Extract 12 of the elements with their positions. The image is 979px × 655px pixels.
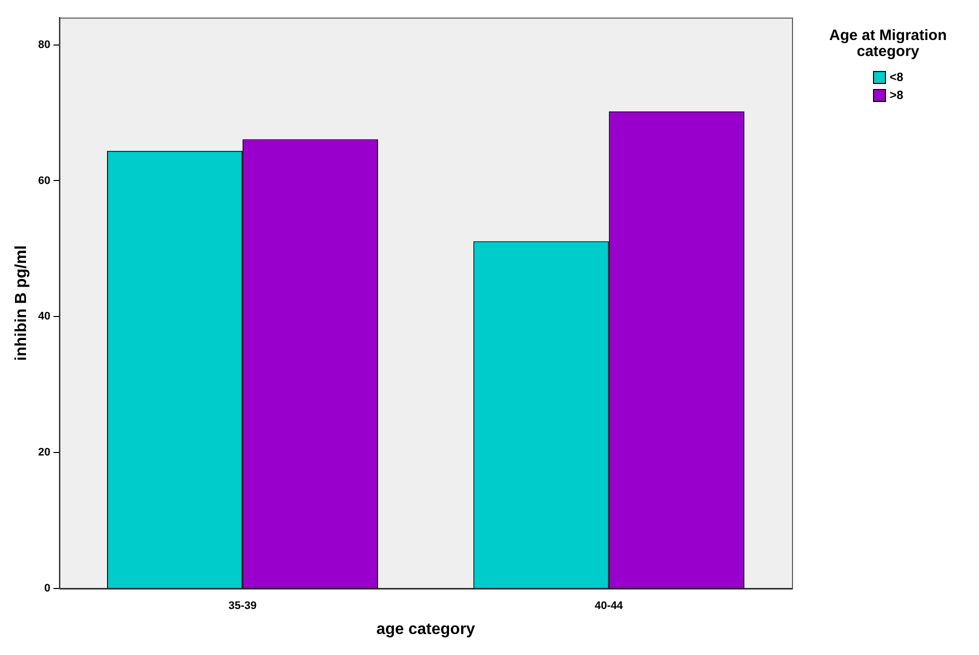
y-tick-label: 20 (38, 446, 50, 459)
x-axis-title: age category (376, 620, 476, 638)
legend-label: <8 (890, 70, 904, 84)
y-tick-label: 80 (38, 38, 50, 51)
y-tick-label: 0 (44, 582, 50, 595)
y-tick-label: 60 (38, 174, 50, 187)
y-axis-title: inhibin B pg/ml (13, 245, 30, 361)
y-tick-label: 40 (38, 310, 50, 323)
legend-title: Age at Migration category (828, 27, 948, 60)
x-tick-label: 40-44 (594, 600, 624, 612)
x-tick-label: 35-39 (228, 600, 257, 612)
legend-label: >8 (890, 88, 904, 102)
